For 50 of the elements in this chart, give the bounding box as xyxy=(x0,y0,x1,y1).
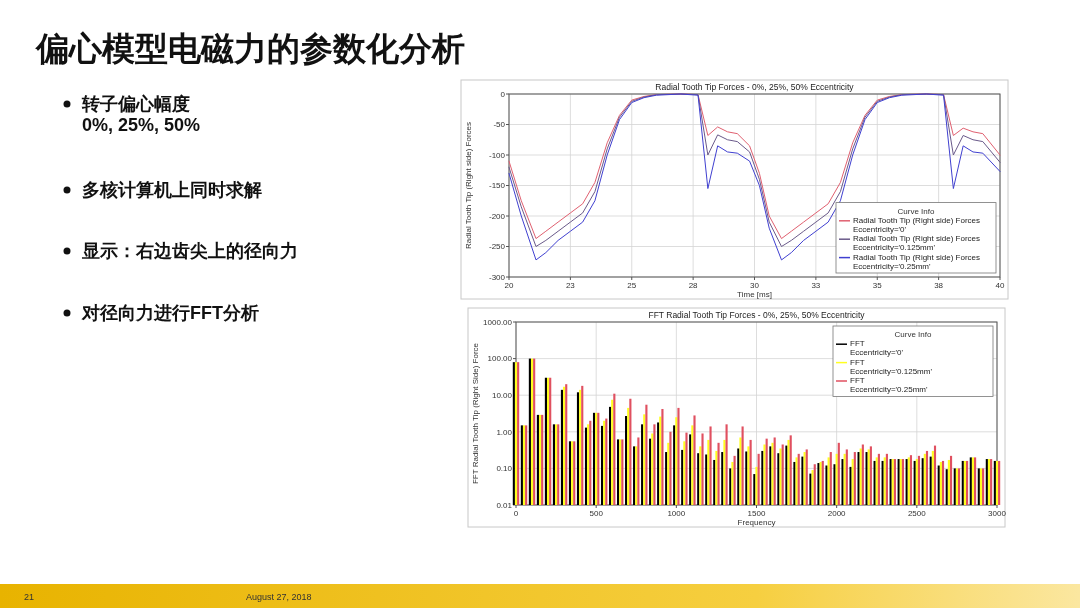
y-tick-label: 100.00 xyxy=(487,354,513,364)
text: 显示：右边齿尖上的径向力 xyxy=(81,241,298,261)
chart-title: Radial Tooth Tip Forces - 0%, 25%, 50% Eccentricity xyxy=(655,82,855,92)
text: 偏心模型电磁力的参数化分析 xyxy=(34,30,465,67)
text: 对径向力进行FFT分析 xyxy=(81,303,259,323)
text: August 27, 2018 xyxy=(246,592,312,602)
chart-title: FFT Radial Tooth Tip Forces - 0%, 25%, 50% Eccentricity xyxy=(648,310,866,320)
x-tick-label: 2500 xyxy=(907,509,927,518)
x-tick-label: 3000 xyxy=(988,509,1007,518)
x-tick-label: 1000 xyxy=(667,509,686,518)
x-axis-title: Time [ms] xyxy=(737,290,772,299)
y-tick-label: 1.00 xyxy=(496,427,513,437)
y-tick-label: -50 xyxy=(493,120,506,130)
y-tick-label: -200 xyxy=(488,211,506,221)
x-tick-label: 500 xyxy=(589,509,604,518)
y-tick-label: 10.00 xyxy=(491,391,513,400)
y-tick-label: 0.01 xyxy=(496,500,513,510)
x-tick-label: 38 xyxy=(934,281,944,290)
y-axis-title: FFT Radial Tooth Tip (Right Side) Force xyxy=(471,342,480,485)
x-tick-label: 2000 xyxy=(827,509,847,518)
legend-title: Curve Info xyxy=(894,330,932,339)
text: 多核计算机上同时求解 xyxy=(82,180,262,200)
x-tick-label: 35 xyxy=(872,281,883,290)
text: 21 xyxy=(24,592,35,602)
y-tick-label: -100 xyxy=(488,150,506,160)
y-tick-label: 1000.00 xyxy=(483,317,513,327)
x-tick-label: 0 xyxy=(513,509,519,518)
x-tick-label: 40 xyxy=(995,281,1005,290)
legend-label: Radial Tooth Tip (Right side) Forces Eccentricity='0.125mm' xyxy=(853,234,981,253)
legend-title: Curve Info xyxy=(897,206,935,216)
legend-label: FFT Eccentricity='0.125mm' xyxy=(850,357,933,376)
x-axis-title: Frequency xyxy=(737,518,776,527)
y-tick-label: -300 xyxy=(488,272,506,282)
legend-label: FFT Eccentricity='0.25mm' xyxy=(850,376,928,395)
x-tick-label: 28 xyxy=(688,281,699,290)
y-tick-label: -150 xyxy=(488,181,506,191)
x-tick-label: 20 xyxy=(504,281,514,290)
x-tick-label: 25 xyxy=(627,281,637,290)
x-tick-label: 30 xyxy=(750,281,760,290)
legend-label: Radial Tooth Tip (Right side) Forces Eccentricity='0' xyxy=(853,215,981,234)
x-tick-label: 33 xyxy=(811,281,821,290)
y-tick-label: 0 xyxy=(500,89,506,99)
legend-label: FFT Eccentricity='0' xyxy=(850,339,904,358)
y-axis-title: Radial Tooth Tip (Right side) Forces xyxy=(464,121,473,250)
x-tick-label: 23 xyxy=(565,281,576,290)
text: 转子偏心幅度 0%, 25%, 50% xyxy=(81,94,201,135)
legend-label: Radial Tooth Tip (Right side) Forces Eccentricity='0.25mm' xyxy=(853,252,981,271)
x-tick-label: 1500 xyxy=(747,509,766,518)
y-tick-label: 0.10 xyxy=(496,464,513,474)
y-tick-label: -250 xyxy=(488,242,506,252)
